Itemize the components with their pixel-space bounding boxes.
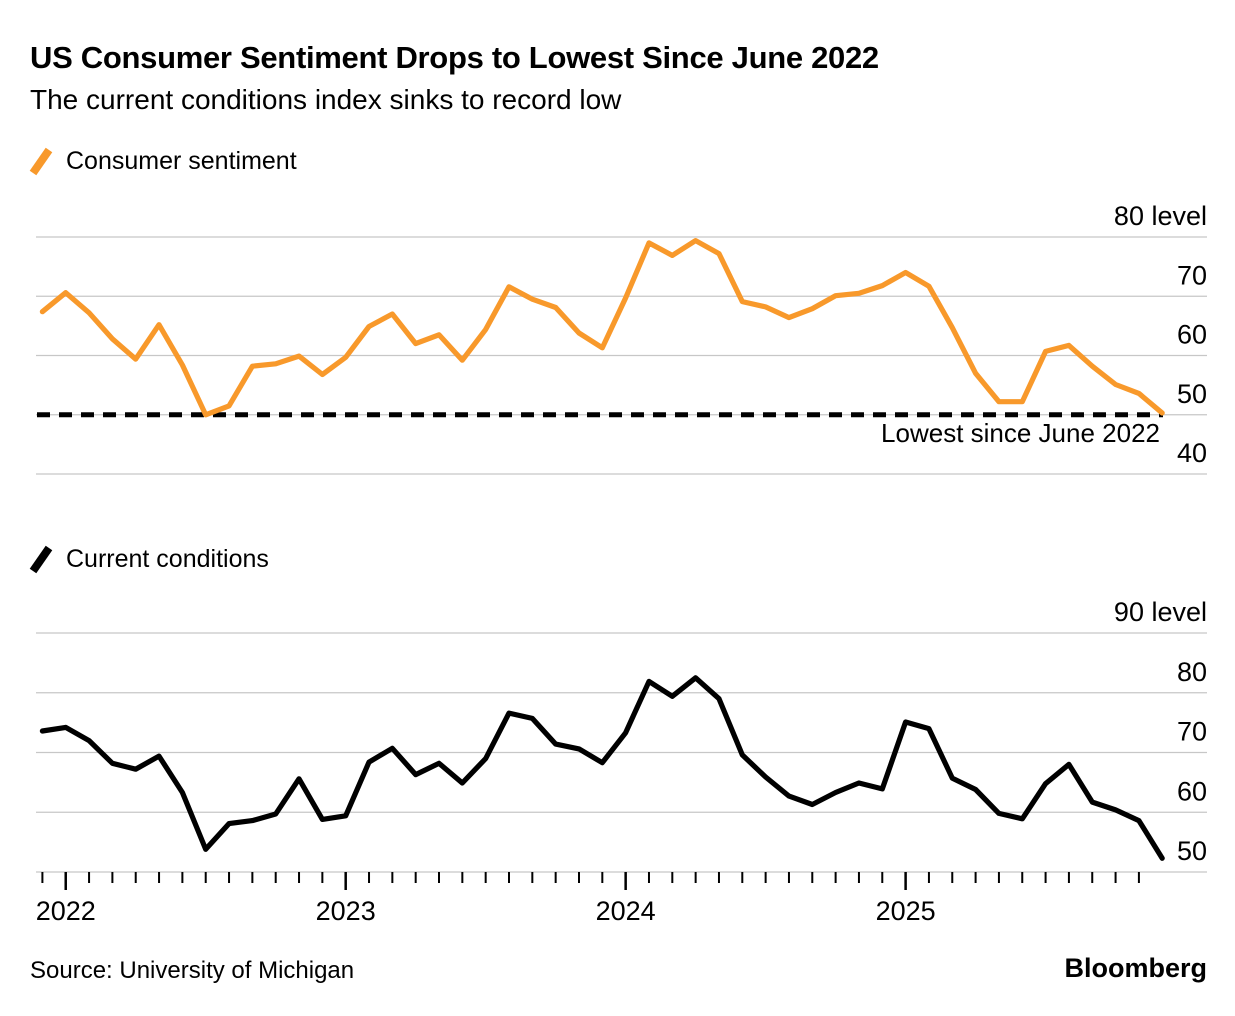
y-axis-label: 50 (1177, 379, 1207, 409)
y-axis-label: 80 level (1114, 201, 1207, 231)
legend-current-conditions: Current conditions (28, 544, 269, 574)
y-axis-label: 60 (1177, 320, 1207, 350)
consumer-sentiment-chart: 40 50 60 70 80 level (36, 201, 1207, 475)
x-axis-label: 2024 (596, 896, 656, 926)
source-credit: Source: University of Michigan (30, 957, 355, 984)
y-axis-label: 60 (1177, 776, 1207, 806)
series-line (39, 675, 1165, 861)
orange-slash-icon (29, 147, 53, 176)
x-axis-label: 2023 (316, 896, 376, 926)
series-line (39, 237, 1165, 418)
x-axis-label: 2022 (36, 896, 96, 926)
legend-consumer-sentiment: Consumer sentiment (28, 146, 297, 176)
y-axis-label: 70 (1177, 260, 1207, 290)
current-conditions-chart: 50 60 70 80 90 level 2022 2023 2024 2025 (36, 597, 1207, 926)
legend-label-consumer-sentiment: Consumer sentiment (66, 146, 297, 175)
reference-line-label: Lowest since June 2022 (881, 418, 1160, 448)
y-axis-label: 80 (1177, 657, 1207, 687)
y-axis-label: 70 (1177, 717, 1207, 747)
legend-label-current-conditions: Current conditions (66, 544, 269, 573)
y-axis-label: 90 level (1114, 597, 1207, 627)
page-subtitle: The current conditions index sinks to re… (30, 84, 622, 115)
y-axis-label: 50 (1177, 836, 1207, 866)
y-axis-label: 40 (1177, 438, 1207, 468)
black-slash-icon (29, 545, 53, 574)
x-axis-label: 2025 (876, 896, 936, 926)
page-title: US Consumer Sentiment Drops to Lowest Si… (30, 40, 879, 75)
bloomberg-logo: Bloomberg (1064, 953, 1207, 983)
